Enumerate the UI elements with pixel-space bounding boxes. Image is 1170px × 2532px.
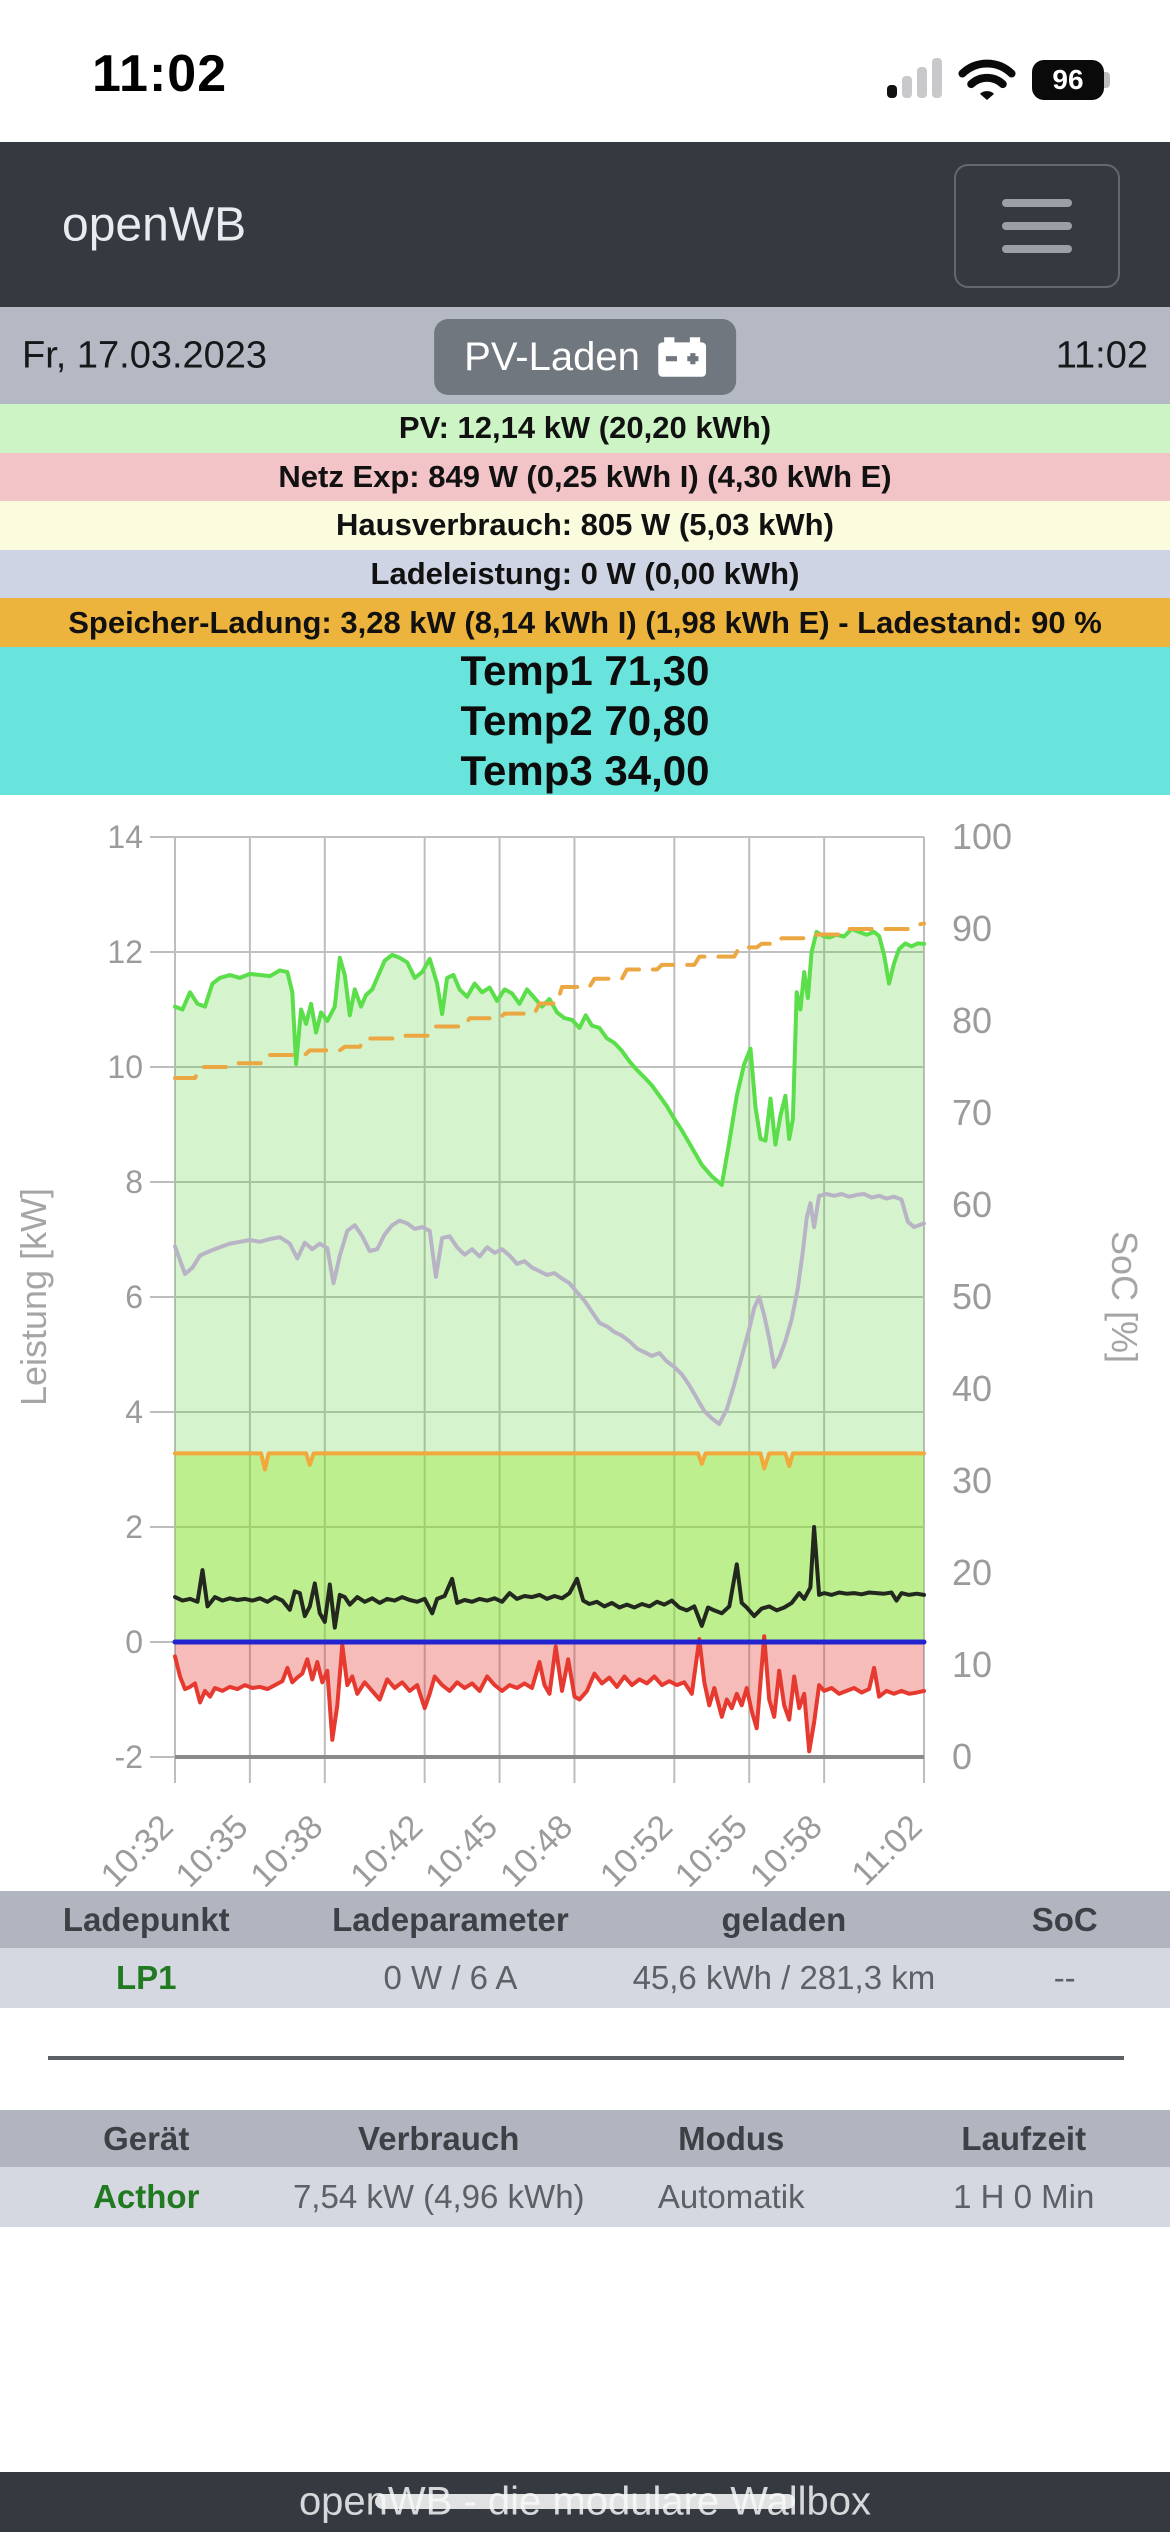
hamburger-menu-button[interactable] bbox=[954, 164, 1120, 288]
col-laufzeit: Laufzeit bbox=[961, 2119, 1087, 2157]
charge-mode-button[interactable]: PV-Laden bbox=[434, 319, 736, 395]
svg-text:80: 80 bbox=[952, 1000, 992, 1041]
battery-percent: 96 bbox=[1052, 64, 1084, 95]
svg-text:30: 30 bbox=[952, 1460, 992, 1501]
device-runtime: 1 H 0 Min bbox=[953, 2178, 1095, 2215]
svg-text:60: 60 bbox=[952, 1184, 992, 1225]
device-mode: Automatik bbox=[657, 2178, 805, 2215]
power-soc-chart: -2 0 2 4 6 8 10 12 14 0 10 20 30 40 50 60 70 80 90 100 10:32… bbox=[0, 795, 1170, 1895]
svg-text:10:35: 10:35 bbox=[169, 1808, 256, 1895]
battery-icon: 96 bbox=[1032, 60, 1110, 100]
svg-text:12: 12 bbox=[107, 934, 143, 970]
svg-text:6: 6 bbox=[125, 1279, 143, 1315]
charge-points-header-row: Ladepunkt Ladeparameter geladen SoC bbox=[0, 1891, 1170, 1948]
svg-text:Leistung [kW]: Leistung [kW] bbox=[13, 1188, 54, 1406]
devices-table: Gerät Verbrauch Modus Laufzeit Acthor 7,… bbox=[0, 2110, 1170, 2227]
svg-text:4: 4 bbox=[125, 1394, 143, 1430]
temperature-panel: Temp1 71,30 Temp2 70,80 Temp3 34,00 bbox=[0, 647, 1170, 795]
col-geladen: geladen bbox=[721, 1900, 847, 1938]
current-date: Fr, 17.03.2023 bbox=[22, 334, 268, 376]
svg-text:10:42: 10:42 bbox=[343, 1808, 430, 1895]
svg-text:10:48: 10:48 bbox=[493, 1808, 580, 1895]
svg-text:8: 8 bbox=[125, 1164, 143, 1200]
section-divider bbox=[48, 2056, 1124, 2060]
col-verbrauch: Verbrauch bbox=[358, 2119, 520, 2157]
col-soc: SoC bbox=[1031, 1900, 1098, 1938]
charge-point-row: LP1 0 W / 6 A 45,6 kWh / 281,3 km -- bbox=[0, 1948, 1170, 2008]
current-time: 11:02 bbox=[1055, 334, 1148, 376]
cellular-signal-icon bbox=[887, 58, 942, 100]
charge-point-soc: -- bbox=[1053, 1959, 1076, 1996]
app-footer: openWB - die modulare Wallbox bbox=[0, 2472, 1170, 2532]
charge-mode-label: PV-Laden bbox=[464, 334, 640, 379]
status-rows: PV: 12,14 kW (20,20 kWh) Netz Exp: 849 W… bbox=[0, 404, 1170, 647]
devices-header-row: Gerät Verbrauch Modus Laufzeit bbox=[0, 2110, 1170, 2167]
svg-text:-2: -2 bbox=[115, 1739, 143, 1775]
status-row-charging: Ladeleistung: 0 W (0,00 kWh) bbox=[0, 549, 1170, 599]
svg-text:10:55: 10:55 bbox=[668, 1808, 755, 1895]
svg-text:20: 20 bbox=[952, 1552, 992, 1593]
svg-text:0: 0 bbox=[952, 1736, 972, 1777]
svg-text:10:45: 10:45 bbox=[418, 1808, 505, 1895]
temp3-value: Temp3 34,00 bbox=[460, 747, 710, 794]
col-ladepunkt: Ladepunkt bbox=[62, 1900, 230, 1938]
home-indicator[interactable] bbox=[375, 2494, 795, 2509]
status-bar-time: 11:02 bbox=[92, 45, 228, 103]
svg-text:50: 50 bbox=[952, 1276, 992, 1317]
charge-point-name: LP1 bbox=[115, 1959, 177, 1996]
svg-text:70: 70 bbox=[952, 1092, 992, 1133]
temp2-value: Temp2 70,80 bbox=[460, 697, 710, 744]
device-row: Acthor 7,54 kW (4,96 kWh) Automatik 1 H … bbox=[0, 2167, 1170, 2227]
app-title: openWB bbox=[62, 198, 247, 251]
ios-status-bar: 11:02 96 bbox=[0, 0, 1170, 142]
charge-points-table: Ladepunkt Ladeparameter geladen SoC LP1 … bbox=[0, 1891, 1170, 2008]
svg-text:SoC [%]: SoC [%] bbox=[1104, 1231, 1145, 1363]
date-bar: Fr, 17.03.2023 PV-Laden 11:02 bbox=[0, 307, 1170, 404]
app-header: openWB bbox=[0, 142, 1170, 307]
svg-text:100: 100 bbox=[952, 816, 1012, 857]
svg-text:10:38: 10:38 bbox=[243, 1808, 330, 1895]
svg-text:2: 2 bbox=[125, 1509, 143, 1545]
svg-text:10:52: 10:52 bbox=[593, 1808, 680, 1895]
svg-text:40: 40 bbox=[952, 1368, 992, 1409]
svg-text:10: 10 bbox=[952, 1644, 992, 1685]
wifi-icon bbox=[958, 59, 1016, 100]
col-geraet: Gerät bbox=[103, 2119, 190, 2157]
col-ladeparameter: Ladeparameter bbox=[332, 1900, 569, 1938]
car-battery-icon bbox=[657, 337, 706, 377]
status-row-grid: Netz Exp: 849 W (0,25 kWh I) (4,30 kWh E… bbox=[0, 452, 1170, 502]
svg-text:10:58: 10:58 bbox=[743, 1808, 830, 1895]
device-consumption: 7,54 kW (4,96 kWh) bbox=[292, 2178, 585, 2215]
charge-point-params: 0 W / 6 A bbox=[383, 1959, 518, 1996]
svg-text:11:02: 11:02 bbox=[844, 1808, 929, 1893]
svg-text:0: 0 bbox=[125, 1624, 143, 1660]
device-name: Acthor bbox=[93, 2178, 200, 2215]
col-modus: Modus bbox=[678, 2119, 785, 2157]
svg-text:14: 14 bbox=[107, 819, 143, 855]
status-row-house: Hausverbrauch: 805 W (5,03 kWh) bbox=[0, 501, 1170, 550]
svg-text:90: 90 bbox=[952, 908, 992, 949]
status-row-pv: PV: 12,14 kW (20,20 kWh) bbox=[0, 404, 1170, 453]
temp1-value: Temp1 71,30 bbox=[460, 647, 710, 694]
svg-text:10: 10 bbox=[107, 1049, 143, 1085]
hamburger-icon bbox=[1002, 199, 1072, 207]
charge-point-charged: 45,6 kWh / 281,3 km bbox=[632, 1959, 936, 1996]
status-row-battery: Speicher-Ladung: 3,28 kW (8,14 kWh I) (1… bbox=[0, 598, 1170, 647]
svg-text:10:32: 10:32 bbox=[94, 1808, 181, 1895]
